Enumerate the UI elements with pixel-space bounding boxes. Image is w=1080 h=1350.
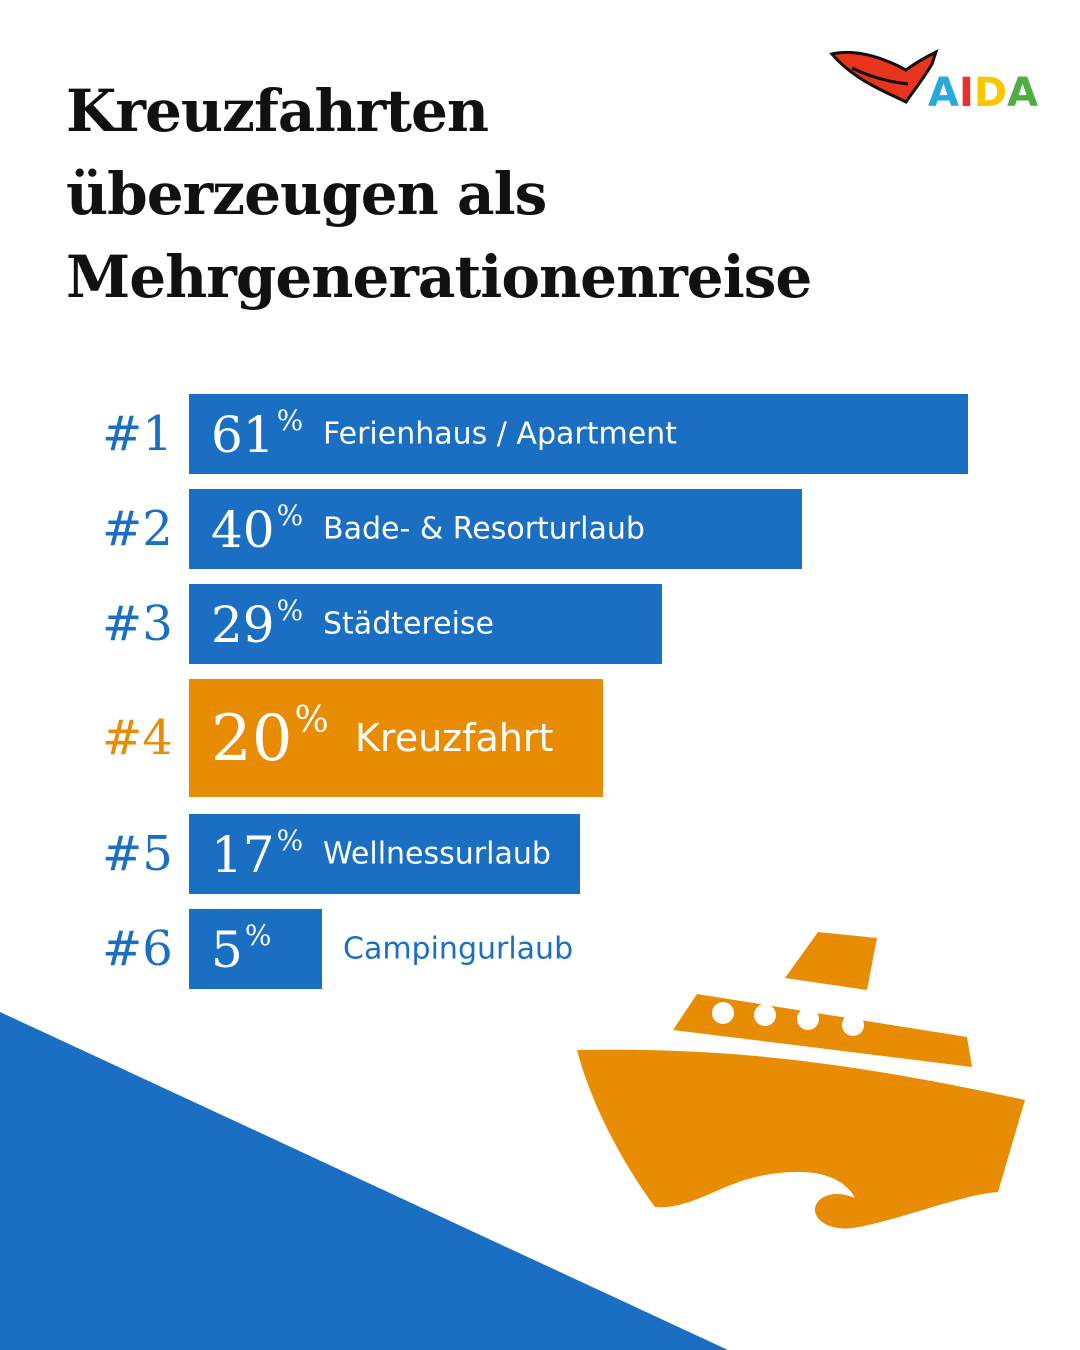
title-line: Mehrgenerationenreise xyxy=(66,243,812,311)
rank-label: #2 xyxy=(102,501,173,557)
ship-deck xyxy=(673,994,972,1067)
category-label: Städtereise xyxy=(323,606,495,642)
rank-label: #1 xyxy=(102,406,173,462)
bar-row: #1 61% Ferienhaus / Apartment xyxy=(0,394,1080,474)
rank-label: #6 xyxy=(102,921,173,977)
category-label: Bade- & Resorturlaub xyxy=(323,511,645,547)
bar xyxy=(189,909,322,989)
bar-row: #6 5% Campingurlaub xyxy=(0,909,1080,989)
bar-row: #3 29% Städtereise xyxy=(0,584,1080,664)
title-line: überzeugen als xyxy=(66,160,547,228)
logo-text: AIDA xyxy=(928,70,1038,116)
ship-hull xyxy=(577,1049,1025,1229)
rank-label: #5 xyxy=(102,826,173,882)
value-label: 5% xyxy=(211,919,272,979)
page-title: Kreuzfahrten überzeugen als Mehrgenerati… xyxy=(66,70,812,319)
bar xyxy=(189,679,603,797)
lips-icon xyxy=(829,49,939,104)
bar xyxy=(189,814,580,894)
rank-label: #3 xyxy=(102,596,173,652)
ship-portholes xyxy=(712,1002,864,1036)
value-label: 17% xyxy=(211,824,304,884)
value-label: 20% xyxy=(211,700,329,776)
bar xyxy=(189,394,968,474)
category-label: Wellnessurlaub xyxy=(323,836,551,872)
category-label: Kreuzfahrt xyxy=(355,716,554,760)
ship-funnel xyxy=(785,932,877,990)
value-label: 40% xyxy=(211,499,304,559)
rank-label: #4 xyxy=(102,710,173,766)
value-label: 61% xyxy=(211,404,304,464)
bar-row: #2 40% Bade- & Resorturlaub xyxy=(0,489,1080,569)
bar-row: #5 17% Wellnessurlaub xyxy=(0,814,1080,894)
bar xyxy=(189,489,802,569)
category-label: Ferienhaus / Apartment xyxy=(323,416,677,452)
title-line: Kreuzfahrten xyxy=(66,77,489,145)
bar xyxy=(189,584,662,664)
value-label: 29% xyxy=(211,594,304,654)
bar-row: #4 20% Kreuzfahrt xyxy=(0,679,1080,797)
category-label: Campingurlaub xyxy=(343,931,574,967)
aida-logo: AIDA xyxy=(829,49,1038,116)
